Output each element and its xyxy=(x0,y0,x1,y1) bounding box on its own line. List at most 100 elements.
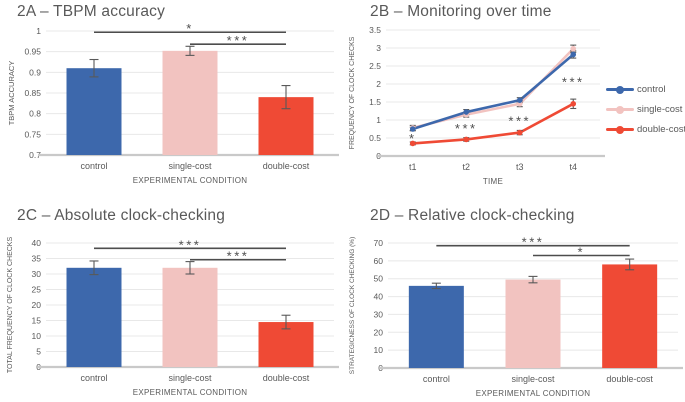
y-tick-label: 40 xyxy=(32,238,42,248)
error-bar xyxy=(185,45,195,56)
marker-control xyxy=(516,97,523,103)
significance-asterisks: *** xyxy=(179,237,202,252)
y-gridlines-and-ticks: 00.511.522.533.5 xyxy=(369,25,600,161)
y-tick-label: 1.5 xyxy=(369,97,381,107)
x-axis-title: TIME xyxy=(483,177,503,186)
y-tick-label: 15 xyxy=(32,316,42,326)
error-bar xyxy=(185,261,195,275)
y-tick-label: 0.9 xyxy=(29,67,41,77)
significance-asterisks: *** xyxy=(562,74,585,89)
error-bar xyxy=(625,258,635,271)
legend-item-single-cost: single-cost xyxy=(606,103,685,116)
y-tick-label: 3.5 xyxy=(369,25,381,35)
marker-double-cost xyxy=(516,129,523,136)
y-tick-label: 10 xyxy=(32,331,42,341)
bar-single-cost xyxy=(162,267,218,367)
significance-asterisks: *** xyxy=(227,33,250,48)
y-tick-label: 2 xyxy=(376,79,381,89)
panel-2c-chart: 0510152025303540TOTAL FREQUENCY OF CLOCK… xyxy=(7,237,339,397)
x-category-label: t2 xyxy=(462,162,470,172)
significance-asterisks: *** xyxy=(522,235,545,250)
y-tick-label: 0.95 xyxy=(24,47,41,57)
y-axis-title: TBPM ACCURACY xyxy=(7,61,16,126)
legend-label-control: control xyxy=(637,84,666,95)
data-point-markers xyxy=(409,45,577,147)
double-cost-marker-icon xyxy=(616,125,624,134)
marker-double-cost xyxy=(463,136,470,143)
x-axis-title: EXPERIMENTAL CONDITION xyxy=(133,388,248,397)
marker-double-cost xyxy=(570,101,577,107)
significance-asterisks: * xyxy=(409,131,417,146)
significance-marker: *** xyxy=(436,235,630,250)
control-marker-icon xyxy=(616,85,624,94)
bar-single-cost xyxy=(162,50,218,156)
panel-2b-title: 2B – Monitoring over time xyxy=(370,3,552,20)
y-tick-label: 3 xyxy=(376,43,381,53)
marker-control xyxy=(409,126,416,132)
panel-2a: 2A – TBPM accuracy 0.7 0.75 0.8 0.85 0.9 0.95… xyxy=(0,0,342,200)
x-category-label: t1 xyxy=(409,162,417,172)
significance-marker: *** xyxy=(94,237,286,252)
significance-asterisks: * xyxy=(186,21,194,36)
x-category-label: double-cost xyxy=(263,373,310,383)
significance-asterisks: * xyxy=(578,245,586,260)
bars xyxy=(66,50,314,156)
y-tick-label: 1 xyxy=(376,115,381,125)
significance-asterisks: *** xyxy=(455,121,478,136)
x-category-label: double-cost xyxy=(263,161,310,171)
panel-2d-chart: 010203040506070STRATEGICNESS OF CLOCK CH… xyxy=(349,235,683,398)
y-tick-label: 1 xyxy=(36,26,41,36)
y-axis-title: FREQUENCY OF CLOCK CHECKS xyxy=(349,36,356,149)
y-tick-label: 2.5 xyxy=(369,61,381,71)
significance-asterisks: *** xyxy=(508,113,531,128)
error-bar xyxy=(281,85,291,110)
panel-2c-title: 2C – Absolute clock-checking xyxy=(17,207,226,224)
legend-item-double-cost: double-cost xyxy=(606,123,685,136)
panel-2a-chart: 0.7 0.75 0.8 0.85 0.9 0.95 1 TBPM ACCURACY contr… xyxy=(7,21,339,185)
marker-control xyxy=(463,109,470,115)
marker-double-cost xyxy=(409,140,416,147)
error-bar xyxy=(281,314,291,330)
x-axis-title: EXPERIMENTAL CONDITION xyxy=(476,389,591,398)
significance-marker: * xyxy=(94,21,286,36)
significance-asterisks: *** xyxy=(227,249,250,264)
y-tick-label: 0.5 xyxy=(369,133,381,143)
y-tick-label: 20 xyxy=(374,327,384,337)
x-category-label: control xyxy=(80,161,107,171)
marker-control xyxy=(570,51,577,58)
control-line-icon xyxy=(606,85,634,94)
line-double-cost xyxy=(412,102,574,145)
bar-control xyxy=(66,68,122,155)
error-bar xyxy=(431,282,441,290)
x-axis-title: EXPERIMENTAL CONDITION xyxy=(133,176,248,185)
y-tick-label: 0.85 xyxy=(24,88,41,98)
y-axis-title: TOTAL FREQUENCY OF CLOCK CHECKS xyxy=(7,237,14,374)
legend-label-double-cost: double-cost xyxy=(637,124,685,135)
error-bar xyxy=(89,58,99,78)
single-cost-marker-icon xyxy=(616,105,624,114)
y-tick-label: 30 xyxy=(32,269,42,279)
legend: control single-cost double-cost xyxy=(606,83,685,136)
marker-single-cost xyxy=(570,45,577,52)
bar-single-cost xyxy=(505,279,561,368)
single-cost-line-icon xyxy=(606,105,634,114)
panel-2b: 2B – Monitoring over time 00.511.522.533… xyxy=(342,0,685,200)
x-category-label: single-cost xyxy=(168,161,212,171)
y-tick-label: 70 xyxy=(374,238,384,248)
legend-item-control: control xyxy=(606,83,685,96)
y-tick-label: 20 xyxy=(32,300,42,310)
double-cost-line-icon xyxy=(606,125,634,134)
significance-marker: *** xyxy=(190,33,286,48)
bar-control xyxy=(66,267,122,367)
y-tick-label: 30 xyxy=(374,309,384,319)
y-axis-title: STRATEGICNESS OF CLOCK CHECKING (%) xyxy=(349,237,356,374)
line-series xyxy=(412,47,575,145)
error-bar xyxy=(89,260,99,276)
y-tick-label: 35 xyxy=(32,254,42,264)
significance-marker: *** xyxy=(190,249,286,264)
bar-double-cost xyxy=(258,322,314,367)
legend-label-single-cost: single-cost xyxy=(637,104,683,115)
panel-2c: 2C – Absolute clock-checking 05101520253… xyxy=(0,200,342,402)
y-tick-label: 25 xyxy=(32,285,42,295)
